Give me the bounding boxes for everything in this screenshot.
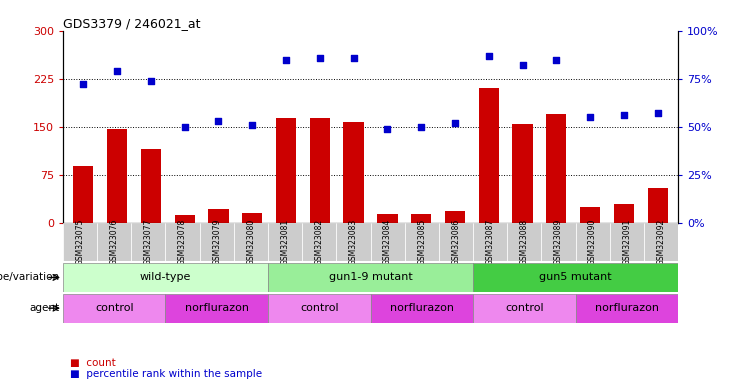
Bar <box>73 166 93 223</box>
Bar <box>131 223 165 261</box>
Text: GSM323078: GSM323078 <box>178 219 187 265</box>
Bar <box>208 209 228 223</box>
Point <box>551 56 562 63</box>
Text: norflurazon: norflurazon <box>595 303 659 313</box>
Bar <box>445 211 465 223</box>
Bar <box>377 214 397 223</box>
Point <box>415 124 427 130</box>
Bar <box>580 207 600 223</box>
Bar <box>473 223 507 261</box>
Text: agent: agent <box>29 303 59 313</box>
Point <box>314 55 326 61</box>
Bar <box>479 88 499 223</box>
Text: gun1-9 mutant: gun1-9 mutant <box>328 272 413 283</box>
Bar <box>344 122 364 223</box>
Text: GSM323089: GSM323089 <box>554 219 563 265</box>
Bar <box>473 294 576 323</box>
Bar <box>370 294 473 323</box>
Bar <box>310 118 330 223</box>
Point <box>77 81 89 88</box>
Text: GSM323080: GSM323080 <box>247 219 256 265</box>
Text: GSM323085: GSM323085 <box>417 219 426 265</box>
Text: GSM323082: GSM323082 <box>315 219 324 265</box>
Text: norflurazon: norflurazon <box>390 303 453 313</box>
Text: control: control <box>300 303 339 313</box>
Text: GSM323091: GSM323091 <box>622 219 631 265</box>
Bar <box>546 114 567 223</box>
Point <box>584 114 596 120</box>
Bar <box>199 223 234 261</box>
Bar <box>268 223 302 261</box>
Bar <box>63 223 97 261</box>
Text: GSM323087: GSM323087 <box>485 219 494 265</box>
Point <box>382 126 393 132</box>
Bar <box>473 263 678 292</box>
Point <box>145 78 157 84</box>
Point <box>652 110 664 116</box>
Point <box>348 55 359 61</box>
Bar <box>268 263 473 292</box>
Bar <box>63 294 165 323</box>
Text: genotype/variation: genotype/variation <box>0 272 59 283</box>
Point <box>111 68 123 74</box>
Text: GSM323084: GSM323084 <box>383 219 392 265</box>
Point <box>280 56 292 63</box>
Bar <box>141 149 161 223</box>
Text: GSM323076: GSM323076 <box>110 219 119 265</box>
Bar <box>439 223 473 261</box>
Bar <box>513 124 533 223</box>
Point <box>483 53 495 59</box>
Bar <box>411 214 431 223</box>
Bar <box>614 204 634 223</box>
Bar <box>648 187 668 223</box>
Bar <box>302 223 336 261</box>
Point <box>618 112 630 118</box>
Bar <box>370 223 405 261</box>
Bar <box>242 213 262 223</box>
Bar <box>405 223 439 261</box>
Point <box>449 120 461 126</box>
Point <box>179 124 190 130</box>
Bar <box>610 223 644 261</box>
Text: ■  percentile rank within the sample: ■ percentile rank within the sample <box>70 369 262 379</box>
Text: control: control <box>505 303 544 313</box>
Bar <box>276 118 296 223</box>
Bar <box>268 294 370 323</box>
Bar <box>165 223 199 261</box>
Bar <box>97 223 131 261</box>
Text: gun5 mutant: gun5 mutant <box>539 272 612 283</box>
Bar <box>576 294 678 323</box>
Text: ■  count: ■ count <box>70 358 116 368</box>
Text: GSM323081: GSM323081 <box>281 219 290 265</box>
Point <box>246 122 258 128</box>
Bar <box>542 223 576 261</box>
Text: GSM323088: GSM323088 <box>519 219 529 265</box>
Text: GSM323092: GSM323092 <box>657 219 665 265</box>
Text: GDS3379 / 246021_at: GDS3379 / 246021_at <box>63 17 201 30</box>
Text: GSM323086: GSM323086 <box>451 219 460 265</box>
Bar <box>234 223 268 261</box>
Bar <box>507 223 542 261</box>
Text: GSM323079: GSM323079 <box>212 219 222 265</box>
Bar <box>576 223 610 261</box>
Point <box>213 118 225 124</box>
Bar <box>63 263 268 292</box>
Bar <box>165 294 268 323</box>
Text: wild-type: wild-type <box>140 272 191 283</box>
Bar <box>336 223 370 261</box>
Text: control: control <box>95 303 133 313</box>
Text: GSM323090: GSM323090 <box>588 219 597 265</box>
Bar <box>174 215 195 223</box>
Bar <box>644 223 678 261</box>
Bar <box>107 129 127 223</box>
Text: GSM323077: GSM323077 <box>144 219 153 265</box>
Text: GSM323075: GSM323075 <box>76 219 84 265</box>
Text: GSM323083: GSM323083 <box>349 219 358 265</box>
Text: norflurazon: norflurazon <box>185 303 249 313</box>
Point <box>516 62 528 68</box>
